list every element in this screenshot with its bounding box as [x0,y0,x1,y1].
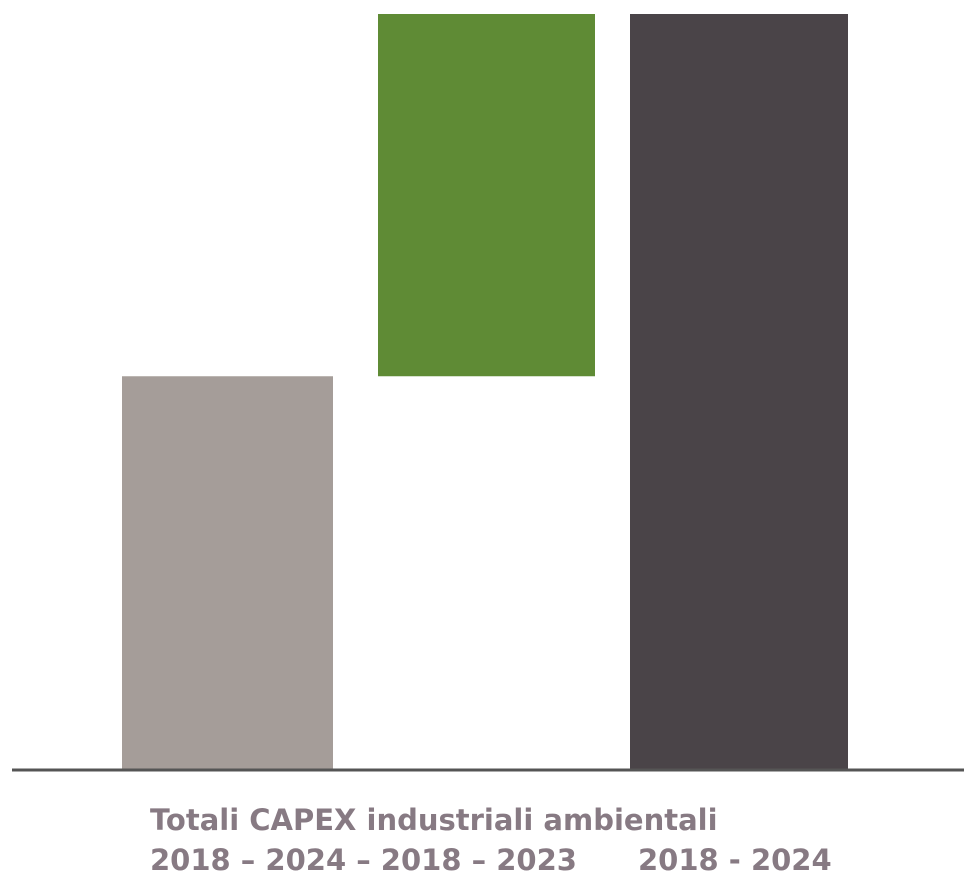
x-tick-label: 2018 - 2024 [638,843,832,877]
caption: 2018 – 2024 – 2018 – 2023 [150,843,577,877]
bar [630,14,848,770]
caption: Totali CAPEX industriali ambientali [150,803,718,837]
bar [378,14,595,377]
bar [122,376,333,770]
